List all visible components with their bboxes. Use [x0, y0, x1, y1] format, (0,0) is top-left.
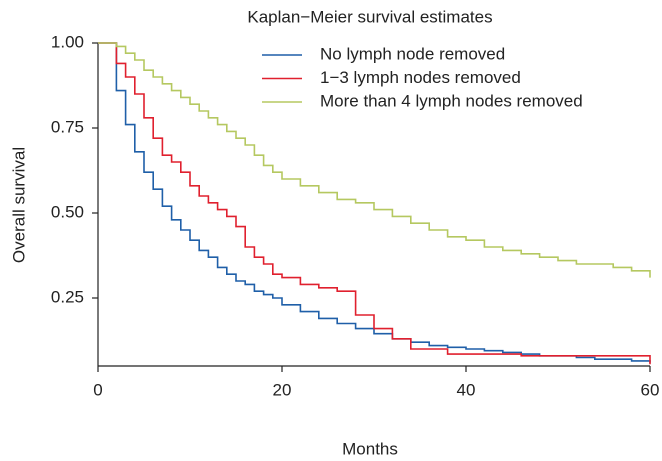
- x-tick-label: 60: [641, 380, 660, 399]
- legend-label: 1−3 lymph nodes removed: [320, 68, 521, 87]
- x-tick-label: 40: [457, 380, 476, 399]
- y-tick-label: 0.25: [51, 287, 84, 306]
- legend-label: No lymph node removed: [320, 44, 505, 63]
- legend-label: More than 4 lymph nodes removed: [320, 91, 583, 110]
- survival-curve: [98, 42, 651, 278]
- survival-curve: [98, 42, 651, 365]
- y-tick-label: 0.50: [51, 202, 84, 221]
- x-tick-label: 20: [273, 380, 292, 399]
- chart-title: Kaplan−Meier survival estimates: [247, 7, 492, 26]
- y-axis-label: Overall survival: [9, 147, 28, 263]
- y-tick-label: 1.00: [51, 32, 84, 51]
- survival-curve: [98, 42, 651, 363]
- x-axis-label: Months: [342, 439, 398, 458]
- x-tick-label: 0: [93, 380, 102, 399]
- y-tick-label: 0.75: [51, 117, 84, 136]
